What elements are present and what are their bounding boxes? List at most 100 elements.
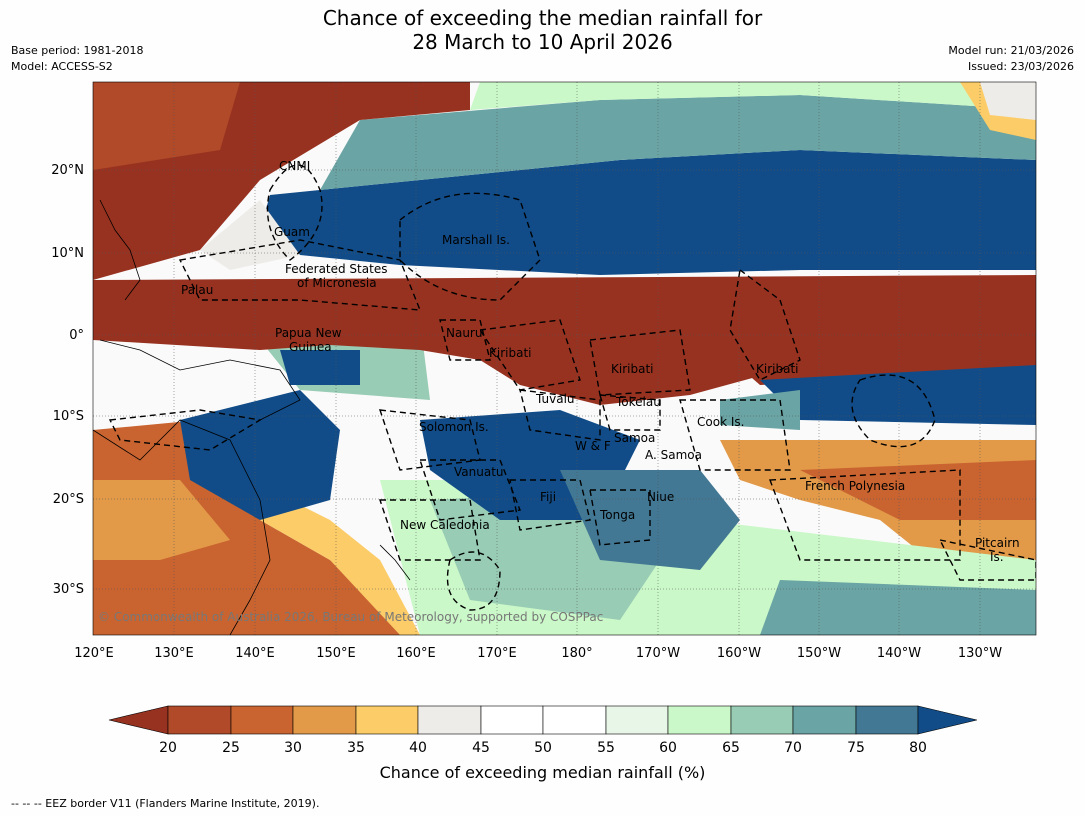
lat-tick: 30°S [53, 582, 84, 597]
place-png-2: Guinea [289, 340, 332, 354]
lat-tick: 10°S [53, 409, 84, 424]
region-png-coral-blue [180, 390, 340, 520]
lon-tick: 140°W [877, 646, 921, 661]
colorbar: 20 25 30 35 40 45 50 55 60 65 70 75 80 [108, 705, 978, 756]
lon-tick: 120°E [74, 646, 114, 661]
issued-date: Issued: 23/03/2026 [967, 60, 1074, 73]
region-north-wet [260, 150, 1036, 275]
place-marshall: Marshall Is. [442, 233, 510, 247]
colorbar-tick: 45 [472, 740, 490, 756]
lon-tick: 160°E [396, 646, 436, 661]
footer-note: -- -- -- EEZ border V11 (Flanders Marine… [11, 797, 320, 810]
lat-tick: 0° [69, 328, 84, 343]
place-vanuatu: Vanuatu [454, 465, 504, 479]
colorbar-segment [292, 705, 357, 735]
colorbar-segment [855, 705, 919, 735]
colorbar-tick: 25 [222, 740, 240, 756]
place-cook: Cook Is. [697, 415, 744, 429]
place-fsm-2: of Micronesia [297, 276, 377, 290]
place-niue: Niue [647, 490, 674, 504]
colorbar-tick: 50 [534, 740, 552, 756]
place-guam: Guam [274, 225, 310, 239]
place-palau: Palau [181, 283, 213, 297]
gridlines [93, 82, 1036, 635]
place-cnmi: CNMI [279, 159, 310, 173]
region-french-poly-inner [800, 460, 1036, 520]
model-name: Model: ACCESS-S2 [11, 60, 113, 73]
colorbar-tick: 20 [159, 740, 177, 756]
lon-tick: 170°W [636, 646, 680, 661]
region-south-orange [93, 420, 400, 635]
lon-tick: 150°W [797, 646, 841, 661]
colorbar-segment [167, 705, 232, 735]
place-tuvalu: Tuvalu [535, 392, 575, 406]
base-period: Base period: 1981-2018 [11, 44, 144, 57]
place-american-samoa: A. Samoa [645, 448, 702, 462]
colorbar-tick: 70 [784, 740, 802, 756]
colorbar-segment [355, 705, 419, 735]
colorbar-segment [792, 705, 857, 735]
colorbar-over-arrow [917, 705, 978, 735]
copyright-text: © Commonwealth of Australia 2026, Bureau… [98, 610, 603, 624]
coastlines [93, 199, 411, 635]
colorbar-tick: 80 [909, 740, 927, 756]
place-solomon: Solomon Is. [419, 420, 489, 434]
region-north-green [470, 82, 1036, 110]
region-northwest-orange [93, 82, 240, 170]
eez-borders [108, 164, 1036, 611]
lon-tick: 160°W [717, 646, 761, 661]
map-field: © Commonwealth of Australia 2026, Bureau… [93, 82, 1036, 635]
place-tonga: Tonga [599, 508, 635, 522]
lat-tick: 20°N [51, 163, 84, 178]
colorbar-tick: 75 [847, 740, 865, 756]
lat-tick: 20°S [53, 492, 84, 507]
region-south-east-teal [760, 580, 1036, 635]
map-title: Chance of exceeding the median rainfall … [0, 6, 1085, 54]
model-run: Model run: 21/03/2026 [948, 44, 1074, 57]
colorbar-ticks: 20 25 30 35 40 45 50 55 60 65 70 75 80 [159, 740, 927, 756]
colorbar-tick: 55 [597, 740, 615, 756]
colorbar-segment [667, 705, 732, 735]
place-samoa: Samoa [614, 431, 655, 445]
colorbar-label: Chance of exceeding median rainfall (%) [379, 763, 706, 782]
title-line-2: 28 March to 10 April 2026 [412, 30, 673, 54]
region-equatorial-dry [93, 275, 1036, 405]
lon-tick: 140°E [235, 646, 275, 661]
colorbar-tick: 40 [409, 740, 427, 756]
meta-left: Base period: 1981-2018 Model: ACCESS-S2 [11, 43, 143, 75]
place-fsm-1: Federated States [285, 262, 387, 276]
place-kiribati-west: Kiribati [489, 346, 531, 360]
colorbar-segment [480, 705, 544, 735]
place-pitcairn-2: Is. [990, 550, 1004, 564]
lon-tick: 170°E [477, 646, 517, 661]
lon-tick: 130°E [154, 646, 194, 661]
colorbar-tick: 30 [284, 740, 302, 756]
place-png-1: Papua New [275, 326, 342, 340]
meta-right: Model run: 21/03/2026 Issued: 23/03/2026 [948, 43, 1074, 75]
place-nauru: Nauru [446, 326, 482, 340]
place-pitcairn-1: Pitcairn [975, 536, 1020, 550]
lon-tick: 180° [561, 646, 592, 661]
colorbar-under-arrow [108, 705, 169, 735]
region-north-wet-edge [320, 95, 1036, 190]
place-fiji: Fiji [540, 490, 556, 504]
colorbar-segment [605, 705, 669, 735]
colorbar-segment [730, 705, 794, 735]
colorbar-tick: 65 [722, 740, 740, 756]
place-tokelau: Tokelau [615, 395, 661, 409]
region-hawaii-pale [980, 82, 1036, 120]
title-line-1: Chance of exceeding the median rainfall … [322, 6, 763, 30]
colorbar-tick: 35 [347, 740, 365, 756]
colorbar-segment [542, 705, 607, 735]
region-east-wet [760, 365, 1036, 425]
place-new-caledonia: New Caledonia [400, 518, 490, 532]
lon-axis: 120°E 130°E 140°E 150°E 160°E 170°E 180°… [74, 646, 1002, 661]
lat-tick: 10°N [51, 246, 84, 261]
lon-tick: 130°W [958, 646, 1002, 661]
lon-tick: 150°E [316, 646, 356, 661]
colorbar-tick: 60 [659, 740, 677, 756]
place-labels: CNMI Guam Marshall Is. Federated States … [181, 159, 1020, 564]
place-french-polynesia: French Polynesia [805, 479, 905, 493]
region-australia-orange [93, 480, 230, 560]
